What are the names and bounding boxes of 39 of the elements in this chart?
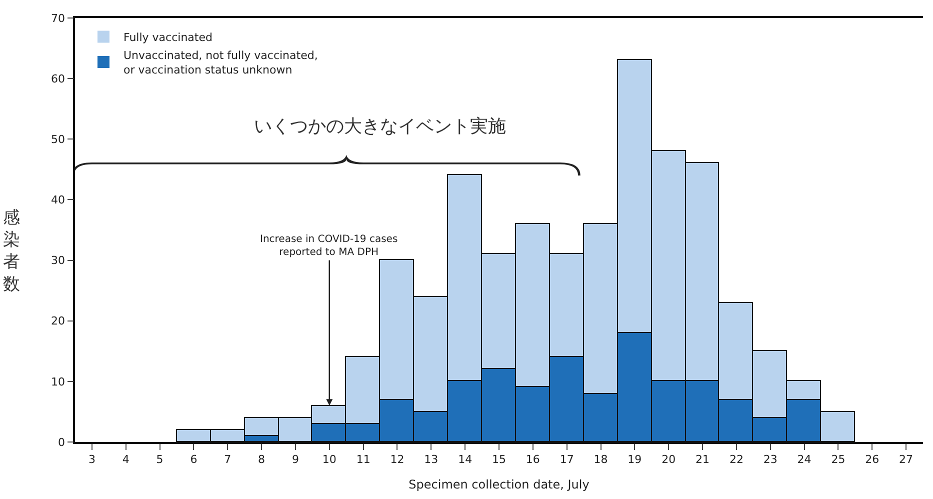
y-tick-label: 0 <box>58 436 66 449</box>
x-tick-label: 15 <box>492 452 506 466</box>
annotation: いくつかの大きなイベント実施 <box>254 116 506 137</box>
x-tick-label: 11 <box>356 452 370 466</box>
x-tick-label: 8 <box>258 452 266 466</box>
y-tick-label: 40 <box>51 194 66 207</box>
x-tick-label: 24 <box>797 452 812 466</box>
y-tick-label: 30 <box>51 254 66 268</box>
x-tick-label: 20 <box>662 452 676 466</box>
x-tick-label: 26 <box>865 452 880 466</box>
y-tick-label: 60 <box>51 72 66 86</box>
x-tick-label: 12 <box>390 452 404 466</box>
y-tick-label: 50 <box>51 132 66 146</box>
legend-label: Unvaccinated, not fully vaccinated, or vaccination status unknown <box>123 49 318 76</box>
x-tick-label: 13 <box>424 452 438 466</box>
x-tick-label: 7 <box>224 452 232 466</box>
y-tick-label: 10 <box>51 375 66 388</box>
x-tick-label: 19 <box>628 452 642 466</box>
x-tick-label: 4 <box>122 452 130 466</box>
x-tick-label: 22 <box>729 452 744 466</box>
annotation: Increase in COVID-19 cases reported to MA DPH <box>260 234 398 258</box>
x-tick-label: 18 <box>594 452 608 466</box>
x-tick-label: 23 <box>763 452 778 466</box>
x-tick-label: 16 <box>526 452 540 466</box>
y-tick-label: 20 <box>51 314 66 328</box>
x-tick-label: 5 <box>156 452 164 466</box>
x-tick-label: 6 <box>190 452 198 466</box>
legend-label: Fully vaccinated <box>123 31 212 44</box>
x-tick-label: 21 <box>696 452 710 466</box>
x-tick-label: 17 <box>560 452 574 466</box>
x-tick-label: 3 <box>88 452 96 466</box>
x-tick-label: 14 <box>458 452 472 466</box>
x-tick-label: 9 <box>292 452 299 466</box>
x-axis-title: Specimen collection date, July <box>408 477 590 492</box>
y-axis-title: 感染者数 <box>3 208 20 294</box>
x-tick-label: 27 <box>899 452 914 466</box>
x-tick-label: 25 <box>831 452 846 466</box>
x-tick-label: 10 <box>322 452 336 466</box>
y-tick-label: 70 <box>51 12 66 25</box>
